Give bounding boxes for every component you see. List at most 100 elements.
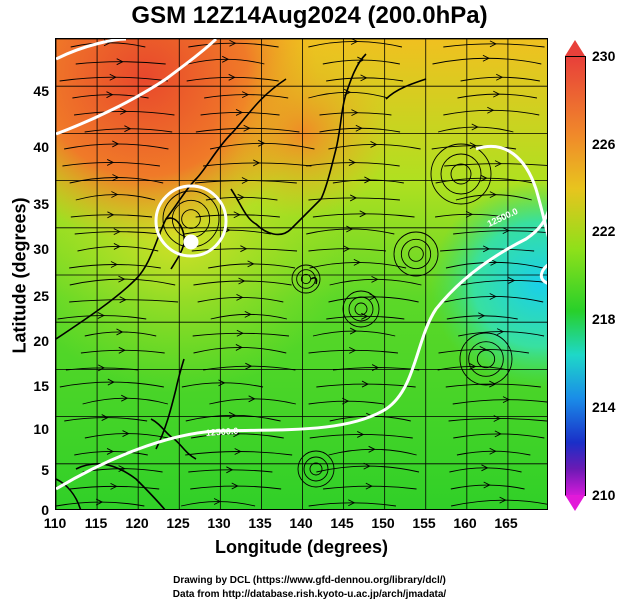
streamline	[444, 296, 544, 303]
x-tick-label: 135	[248, 515, 272, 531]
eddy-ring	[300, 273, 312, 285]
streamline-arrow	[353, 259, 361, 266]
streamline	[308, 400, 385, 405]
colorbar-max-arrow	[565, 40, 585, 56]
streamline-arrow	[365, 482, 373, 490]
streamline-arrow	[253, 159, 261, 167]
eddy-ring	[476, 349, 496, 369]
streamline-arrow	[346, 225, 354, 233]
lat-lon-grid	[56, 39, 547, 509]
streamline	[445, 261, 544, 269]
streamline-arrow	[351, 109, 359, 117]
streamline	[332, 367, 420, 371]
streamline	[195, 127, 300, 133]
streamline-arrow	[360, 74, 368, 82]
streamline	[56, 501, 145, 507]
streamline	[69, 485, 160, 490]
x-tick-label: 150	[371, 515, 395, 531]
streamline	[319, 112, 392, 116]
streamline	[75, 194, 156, 201]
streamline	[460, 76, 540, 82]
streamline	[435, 177, 534, 184]
eddy-ring	[309, 462, 323, 476]
colorbar	[565, 56, 586, 496]
streamline	[309, 434, 413, 439]
streamline	[449, 467, 522, 473]
streamline	[181, 501, 256, 507]
streamline-arrow	[229, 39, 237, 47]
streamline	[326, 77, 404, 82]
streamline-arrow	[231, 482, 239, 490]
streamline	[190, 485, 282, 490]
streamline-arrow	[240, 245, 248, 253]
streamline-arrow	[235, 109, 244, 116]
streamline	[203, 162, 312, 167]
streamline-arrow	[493, 415, 501, 422]
streamline-arrow	[502, 227, 510, 235]
streamline-arrow	[112, 140, 120, 148]
streamline-arrow	[357, 56, 365, 64]
streamline	[185, 451, 293, 456]
streamline	[209, 142, 315, 150]
streamline	[190, 433, 284, 439]
colorbar-tick: 230	[592, 48, 616, 64]
streamline	[323, 485, 417, 490]
streamline	[308, 248, 386, 252]
streamline	[208, 263, 296, 269]
eddy-ring	[468, 341, 504, 377]
x-tick-label: 110	[43, 515, 67, 531]
streamline	[191, 248, 298, 252]
chart-title: GSM 12Z14Aug2024 (200.0hPa)	[131, 2, 488, 29]
streamline-arrow	[235, 344, 243, 351]
eddy-ring	[348, 296, 374, 322]
streamline-arrow	[494, 160, 503, 168]
y-tick-label: 5	[41, 462, 49, 478]
streamline	[59, 381, 164, 388]
streamline-arrow	[349, 327, 358, 335]
streamline-arrow	[120, 107, 128, 115]
streamline	[69, 299, 179, 303]
streamline-arrow	[502, 396, 511, 404]
streamline-arrow	[118, 346, 126, 354]
x-axis-label: Longitude (degrees)	[214, 537, 388, 557]
streamline	[309, 261, 407, 269]
eddy-ring	[291, 264, 321, 294]
streamline	[82, 397, 169, 405]
streamline	[450, 484, 525, 490]
streamline-arrow	[101, 414, 109, 421]
eddy-ring	[354, 302, 368, 316]
streamline	[457, 93, 538, 99]
streamline	[69, 278, 176, 286]
streamline-arrow	[483, 481, 491, 489]
streamline	[435, 213, 506, 218]
streamline-arrow	[493, 90, 501, 98]
streamline	[74, 451, 148, 456]
streamline	[184, 229, 271, 235]
streamline	[306, 228, 395, 235]
streamline	[440, 248, 535, 252]
streamline-arrow	[478, 312, 486, 320]
streamline	[70, 214, 153, 218]
streamline	[80, 349, 165, 354]
streamline	[329, 278, 422, 286]
eddy-ring	[440, 153, 482, 195]
streamline-arrow	[113, 228, 121, 236]
streamline	[195, 180, 297, 184]
y-tick-label: 0	[41, 502, 49, 518]
streamline	[448, 418, 547, 422]
streamline-arrow	[364, 176, 372, 184]
streamline	[65, 367, 139, 371]
streamline	[460, 280, 547, 286]
streamline	[209, 398, 296, 405]
y-tick-label: 45	[33, 83, 49, 99]
streamline-arrow	[228, 411, 237, 419]
streamline-arrow	[357, 431, 365, 438]
streamline-arrow	[119, 296, 127, 304]
streamline	[84, 433, 169, 439]
streamline-arrow	[343, 245, 351, 253]
streamline-arrow	[489, 293, 497, 300]
streamline	[77, 245, 159, 252]
streamline-arrow	[481, 464, 489, 472]
streamline	[328, 296, 419, 303]
streamline-arrow	[213, 498, 222, 505]
